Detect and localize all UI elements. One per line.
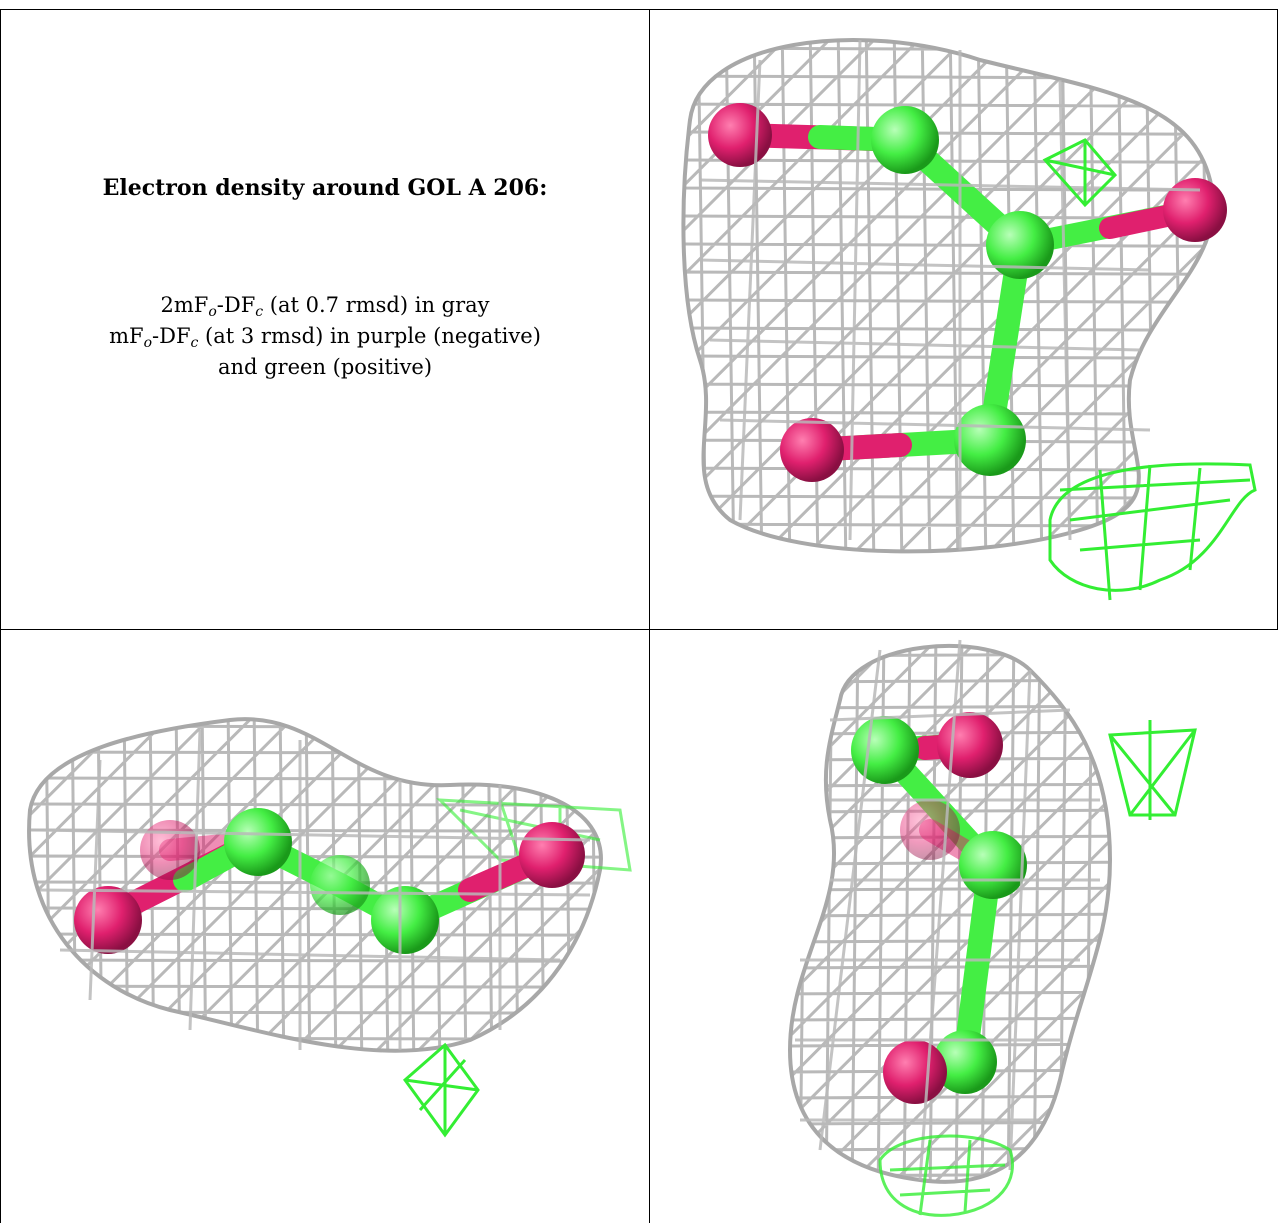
- legend-text: 2mFo-DFc (at 0.7 rmsd) in gray mFo-DFc (…: [1, 290, 649, 383]
- oxygen-atom: [780, 418, 844, 482]
- mesh-front-lines: [795, 639, 1100, 1181]
- carbon-atom: [371, 886, 439, 954]
- figure-title: Electron density around GOL A 206:: [102, 175, 548, 201]
- caption-cell: Electron density around GOL A 206: 2mFo-…: [1, 10, 649, 629]
- carbon-atom: [933, 1030, 997, 1094]
- mesh-outline: [681, 38, 1216, 554]
- green-density-blob: [878, 720, 1197, 1217]
- gray-density-mesh: [683, 40, 1214, 552]
- glycerol-bonds: [873, 733, 1002, 1082]
- mesh-front-lines: [699, 39, 1201, 550]
- oxygen-atom: [1163, 178, 1227, 242]
- mesh-wires: [683, 40, 1214, 552]
- green-density-blob: [1042, 138, 1257, 601]
- carbon-atom: [954, 404, 1026, 476]
- oxygen-atom: [74, 886, 142, 954]
- view-bottom-left: [1, 630, 649, 1223]
- legend-line-fo: mFo-DFc (at 3 rmsd) in purple (negative): [109, 324, 541, 351]
- carbon-atom: [851, 716, 919, 784]
- oxygen-atom: [900, 800, 960, 860]
- legend-line-positive: and green (positive): [217, 355, 433, 379]
- oxygen-atom: [708, 103, 772, 167]
- oxygen-atom: [883, 1040, 947, 1104]
- carbon-atom: [871, 106, 939, 174]
- legend-line-2fo: 2mFo-DFc (at 0.7 rmsd) in gray: [160, 293, 490, 320]
- green-density-blob: [402, 1042, 480, 1138]
- carbon-atom: [310, 855, 370, 915]
- carbon-atom: [986, 211, 1054, 279]
- view-bottom-right: [650, 630, 1277, 1223]
- oxygen-atom: [937, 712, 1003, 778]
- view-top-right: [650, 10, 1277, 629]
- carbon-atom: [224, 808, 292, 876]
- carbon-atom: [959, 831, 1027, 899]
- green-density-blob: [436, 798, 632, 872]
- oxygen-atom: [519, 822, 585, 888]
- mesh-front-lines: [39, 729, 591, 1050]
- oxygen-atom: [140, 820, 200, 880]
- mesh-outline: [27, 717, 603, 1053]
